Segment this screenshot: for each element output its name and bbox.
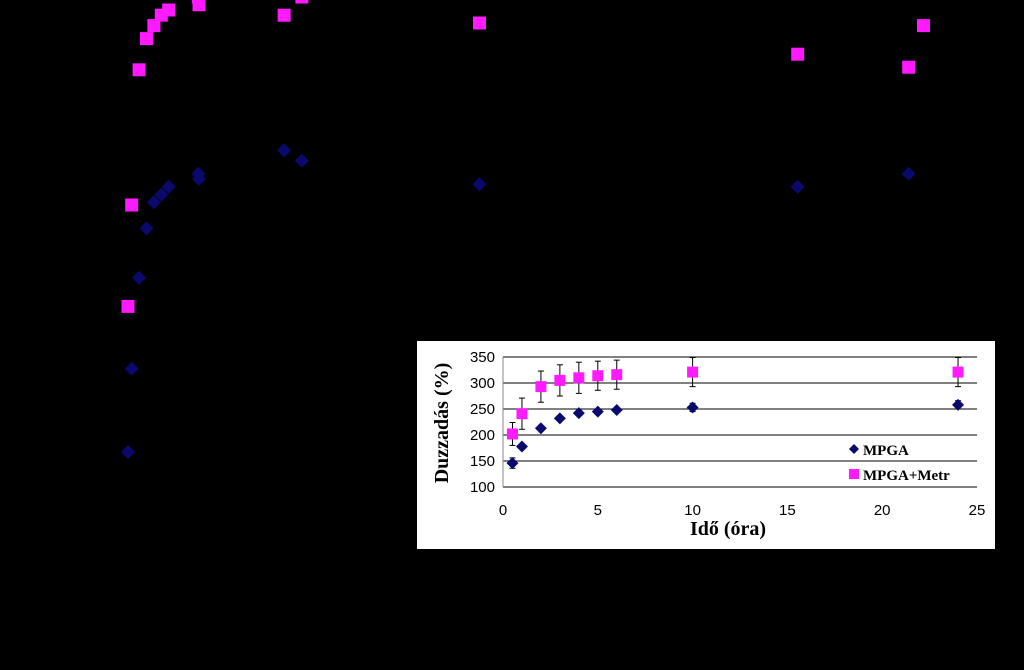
inset-y-tick-label: 150 — [470, 453, 495, 470]
inset-x-axis-title: Idő (óra) — [690, 518, 766, 540]
inset-x-tick-label: 20 — [874, 502, 891, 519]
main-point-series2 — [125, 198, 139, 212]
inset-x-tick-label: 15 — [779, 502, 796, 519]
legend-marker-mpga-metr — [849, 469, 859, 479]
main-point-series2 — [917, 19, 930, 33]
main-point-series1 — [192, 172, 207, 186]
legend-label-mpga: MPGA — [863, 443, 909, 459]
inset-point-mpga-metr — [687, 366, 699, 378]
inset-point-mpga — [686, 401, 699, 414]
main-point-series2 — [791, 47, 805, 61]
inset-y-tick-label: 300 — [470, 375, 495, 392]
main-point-series1 — [139, 221, 154, 236]
inset-point-mpga — [506, 457, 519, 470]
main-scatter-plot — [121, 0, 930, 459]
main-point-series1 — [161, 179, 176, 194]
main-point-series1 — [121, 445, 135, 459]
inset-point-mpga-metr — [535, 381, 547, 393]
legend-marker-mpga — [849, 444, 859, 454]
inset-point-mpga — [610, 404, 623, 417]
inset-x-tick-label: 10 — [684, 502, 701, 519]
inset-point-mpga — [515, 440, 528, 453]
inset-point-mpga — [952, 398, 965, 411]
inset-point-mpga-metr — [506, 428, 518, 440]
main-point-series2 — [162, 3, 176, 17]
main-point-series2 — [295, 0, 309, 4]
main-point-series1 — [294, 153, 309, 168]
inset-point-mpga — [553, 412, 566, 425]
inset-x-tick-label: 25 — [969, 502, 986, 519]
main-point-series2 — [192, 0, 206, 12]
inset-y-tick-label: 100 — [470, 479, 495, 496]
main-point-series2 — [132, 63, 146, 77]
main-point-series2 — [140, 32, 153, 46]
main-point-series1 — [146, 195, 161, 210]
inset-y-tick-labels: 100 150 200 250 300 350 — [470, 349, 495, 496]
legend-label-mpga-metr: MPGA+Metr — [863, 468, 950, 484]
main-point-series1 — [154, 187, 169, 202]
inset-point-mpga — [572, 407, 585, 420]
inset-data-points — [506, 366, 965, 470]
inset-chart: 100 150 200 250 300 350 0 5 10 15 20 25 Duzzadás (… — [417, 341, 995, 549]
inset-x-tick-labels: 0 5 10 15 20 25 — [499, 502, 986, 519]
main-point-series2 — [473, 16, 486, 30]
main-point-series2 — [902, 60, 916, 74]
main-point-series2 — [147, 19, 161, 33]
inset-gridlines — [502, 356, 977, 488]
inset-point-mpga — [591, 405, 604, 418]
inset-y-axis-title: Duzzadás (%) — [431, 363, 453, 484]
inset-point-mpga-metr — [516, 408, 528, 420]
inset-y-tick-label: 350 — [470, 349, 495, 366]
inset-y-tick-label: 250 — [470, 401, 495, 418]
inset-point-mpga — [534, 422, 547, 435]
inset-legend: MPGA MPGA+Metr — [849, 443, 950, 484]
main-point-series1 — [901, 166, 916, 181]
inset-point-mpga-metr — [554, 374, 566, 386]
main-point-series2 — [121, 299, 135, 313]
main-point-series1 — [124, 361, 139, 376]
inset-point-mpga-metr — [611, 369, 623, 381]
main-point-series1 — [132, 270, 147, 285]
inset-x-tick-label: 0 — [499, 502, 507, 519]
main-point-series1 — [277, 143, 292, 158]
inset-y-tick-label: 200 — [470, 427, 495, 444]
main-point-series1 — [790, 179, 805, 194]
main-point-series1 — [472, 177, 487, 192]
main-point-series2 — [277, 8, 291, 22]
inset-x-tick-label: 5 — [594, 502, 602, 519]
inset-point-mpga-metr — [573, 372, 585, 384]
inset-point-mpga-metr — [592, 370, 604, 382]
inset-point-mpga-metr — [952, 366, 964, 378]
